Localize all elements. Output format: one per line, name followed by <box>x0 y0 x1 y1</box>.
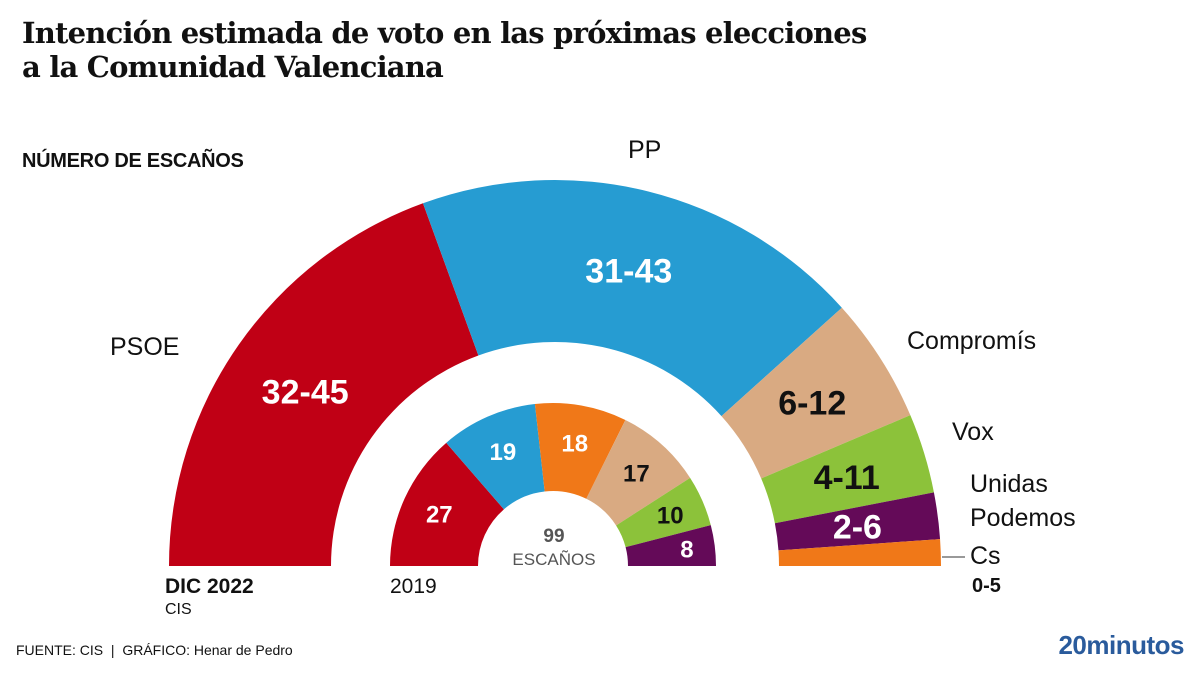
label-psoe: PSOE <box>110 333 179 361</box>
seat-segment-vox <box>616 477 711 548</box>
seat-segment-vox <box>761 415 934 524</box>
label-podemos-line1: Unidas <box>970 470 1048 498</box>
data-label-pp: 31-43 <box>585 252 672 290</box>
chart-subtitle: NÚMERO DE ESCAÑOS <box>22 150 244 172</box>
caption-2022: DIC 2022 <box>165 575 254 598</box>
label-cs-range: 0-5 <box>972 575 1001 597</box>
seat-segment-psoe <box>390 442 504 566</box>
data-label-vox: 4-11 <box>814 459 880 497</box>
outer-ring-2022: 32-45 31-43 6-12 4-11 2-6 <box>169 180 941 567</box>
data-label-vox: 10 <box>657 502 684 529</box>
seat-segment-cs <box>778 539 941 566</box>
inner-ring-2019: 27 19 18 17 10 8 <box>390 403 716 566</box>
brand-logo: 20minutos <box>1058 630 1184 660</box>
total-seats-label: ESCAÑOS <box>512 550 595 569</box>
chart-title: Intención estimada de voto en las próxim… <box>22 16 902 84</box>
caption-2022-source: CIS <box>165 601 192 618</box>
title-line-1: Intención estimada de voto en las próxim… <box>22 16 867 50</box>
data-label-unidas-podemos: 2-6 <box>833 508 882 546</box>
data-label-psoe: 27 <box>426 502 453 529</box>
seat-segment-pp <box>446 404 545 510</box>
seat-segment-unidas-podemos <box>625 525 716 566</box>
seat-segment-psoe <box>169 203 479 567</box>
label-vox: Vox <box>952 418 994 446</box>
label-pp: PP <box>628 136 661 164</box>
label-compromis: Compromís <box>907 327 1036 355</box>
title-line-2: a la Comunidad Valenciana <box>22 50 444 84</box>
label-podemos-line2: Podemos <box>970 504 1076 532</box>
seat-segment-unidas-podemos <box>774 492 941 551</box>
data-label-unidas-podemos: 8 <box>680 537 693 564</box>
seat-segment-compromis <box>721 307 911 479</box>
seat-segment-compromis <box>586 419 691 526</box>
data-label-compromis: 6-12 <box>778 384 846 422</box>
data-label-cs: 18 <box>561 431 588 458</box>
data-label-pp: 19 <box>490 439 517 466</box>
seat-segment-pp <box>422 180 842 417</box>
caption-2019: 2019 <box>390 575 437 598</box>
seat-segment-cs <box>534 403 626 499</box>
data-label-psoe: 32-45 <box>262 373 349 411</box>
data-label-compromis: 17 <box>623 460 650 487</box>
total-seats-value: 99 <box>543 526 564 547</box>
footer-source: FUENTE: CIS | GRÁFICO: Henar de Pedro <box>16 642 293 658</box>
label-cs: Cs <box>970 542 1001 570</box>
